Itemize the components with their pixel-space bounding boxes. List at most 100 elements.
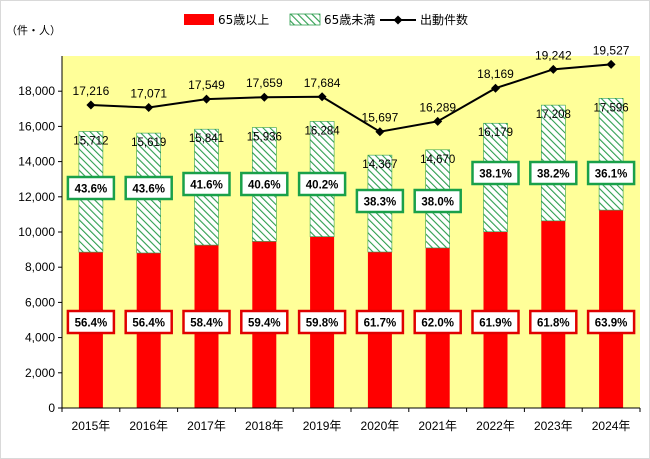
share-label-65-under: 38.0% xyxy=(421,197,454,209)
line-value-label: 16,289 xyxy=(419,100,456,114)
share-box-65-under xyxy=(413,188,462,214)
share-label-65-under: 43.6% xyxy=(75,184,108,196)
y-tick-label: 14,000 xyxy=(18,155,55,169)
share-label-65-over: 59.8% xyxy=(306,318,339,330)
share-label-65-under: 38.2% xyxy=(537,169,570,181)
line-point xyxy=(259,92,269,102)
line-point xyxy=(317,92,327,102)
x-tick-label: 2016年 xyxy=(129,419,168,433)
x-tick-label: 2024年 xyxy=(592,419,631,433)
bar-total-label: 15,936 xyxy=(247,132,282,144)
share-box-65-over xyxy=(586,309,636,335)
share-box-65-over xyxy=(355,309,405,335)
line-value-label: 17,216 xyxy=(73,84,110,98)
x-tick-label: 2018年 xyxy=(245,419,284,433)
legend-label-65-under: 65歳未満 xyxy=(324,13,375,27)
share-label-65-over: 58.4% xyxy=(190,318,223,330)
share-label-65-over: 61.9% xyxy=(479,318,512,330)
bar-65-over xyxy=(599,210,624,408)
share-label-65-under: 40.2% xyxy=(306,180,339,192)
share-box-65-over xyxy=(240,309,289,335)
line-value-label: 17,684 xyxy=(304,76,341,90)
share-box-65-under xyxy=(124,175,173,201)
bar-total-label: 15,841 xyxy=(189,133,224,145)
share-box-65-under xyxy=(66,175,116,201)
line-dispatch-count xyxy=(90,63,612,133)
bar-total-label: 15,619 xyxy=(131,137,166,149)
share-box-65-over xyxy=(413,309,462,335)
share-label-65-under: 43.6% xyxy=(132,184,165,196)
y-tick-label: 12,000 xyxy=(18,190,55,204)
x-tick-label: 2015年 xyxy=(72,419,111,433)
bar-total-label: 17,596 xyxy=(594,102,629,114)
y-tick-label: 2,000 xyxy=(25,366,55,380)
share-box-65-under xyxy=(240,171,289,197)
x-tick-label: 2020年 xyxy=(361,419,400,433)
bar-total-label: 16,179 xyxy=(478,127,513,139)
legend-swatch-65-under xyxy=(289,13,321,26)
share-box-65-under xyxy=(355,188,405,214)
line-value-label: 17,659 xyxy=(246,76,283,90)
share-box-65-over xyxy=(66,309,116,335)
y-tick-label: 16,000 xyxy=(18,119,55,133)
y-tick-label: 18,000 xyxy=(18,84,55,98)
share-label-65-under: 36.1% xyxy=(595,169,628,181)
y-tick-label: 0 xyxy=(48,401,55,415)
bar-total-label: 14,670 xyxy=(420,154,455,166)
y-tick-label: 4,000 xyxy=(25,331,55,345)
y-tick-label: 8,000 xyxy=(25,260,55,274)
share-label-65-over: 56.4% xyxy=(132,318,165,330)
bar-total-label: 16,284 xyxy=(305,125,341,137)
share-box-65-over xyxy=(471,309,520,335)
x-tick-label: 2023年 xyxy=(534,419,573,433)
x-tick-label: 2022年 xyxy=(476,419,515,433)
line-point xyxy=(86,100,96,110)
bar-total-label: 17,208 xyxy=(536,109,571,121)
line-value-label: 18,169 xyxy=(477,67,514,81)
x-tick-label: 2019年 xyxy=(303,419,342,433)
x-tick-label: 2021年 xyxy=(418,419,457,433)
share-box-65-over xyxy=(124,309,173,335)
line-point xyxy=(433,116,443,126)
share-label-65-over: 61.7% xyxy=(364,318,397,330)
share-label-65-over: 56.4% xyxy=(75,318,108,330)
line-value-label: 15,697 xyxy=(362,111,399,125)
bar-total-label: 15,712 xyxy=(73,135,108,147)
share-label-65-over: 59.4% xyxy=(248,318,281,330)
legend-label-dispatch: 出動件数 xyxy=(420,12,468,27)
bar-65-under xyxy=(598,98,624,211)
share-box-65-over xyxy=(529,309,578,335)
share-label-65-under: 41.6% xyxy=(190,180,223,192)
y-tick-label: 10,000 xyxy=(18,225,55,239)
legend-marker-dispatch xyxy=(393,15,403,25)
line-value-label: 19,527 xyxy=(593,43,630,57)
share-box-65-over xyxy=(297,309,347,335)
bar-total-label: 14,367 xyxy=(362,159,397,171)
share-box-65-under xyxy=(471,160,520,186)
share-box-65-under xyxy=(182,171,231,197)
share-box-65-over xyxy=(182,309,231,335)
x-tick-label: 2017年 xyxy=(187,419,226,433)
share-label-65-over: 61.8% xyxy=(537,318,570,330)
line-point xyxy=(548,64,558,74)
line-point xyxy=(606,59,616,69)
line-point xyxy=(144,103,154,113)
y-tick-label: 6,000 xyxy=(25,295,55,309)
legend-label-65-over: 65歳以上 xyxy=(218,13,269,27)
share-label-65-over: 63.9% xyxy=(595,318,628,330)
share-box-65-under xyxy=(586,160,636,186)
share-box-65-under xyxy=(529,160,578,186)
share-label-65-under: 38.1% xyxy=(479,169,512,181)
legend-swatch-65-over xyxy=(184,14,214,25)
line-point xyxy=(375,127,385,137)
share-label-65-under: 38.3% xyxy=(364,197,397,209)
line-point xyxy=(202,94,211,104)
line-point xyxy=(491,83,500,93)
line-value-label: 19,242 xyxy=(535,48,572,62)
share-label-65-over: 62.0% xyxy=(421,318,454,330)
share-label-65-under: 40.6% xyxy=(248,180,281,192)
unit-label: （件・人） xyxy=(6,24,61,37)
line-value-label: 17,549 xyxy=(188,78,225,92)
